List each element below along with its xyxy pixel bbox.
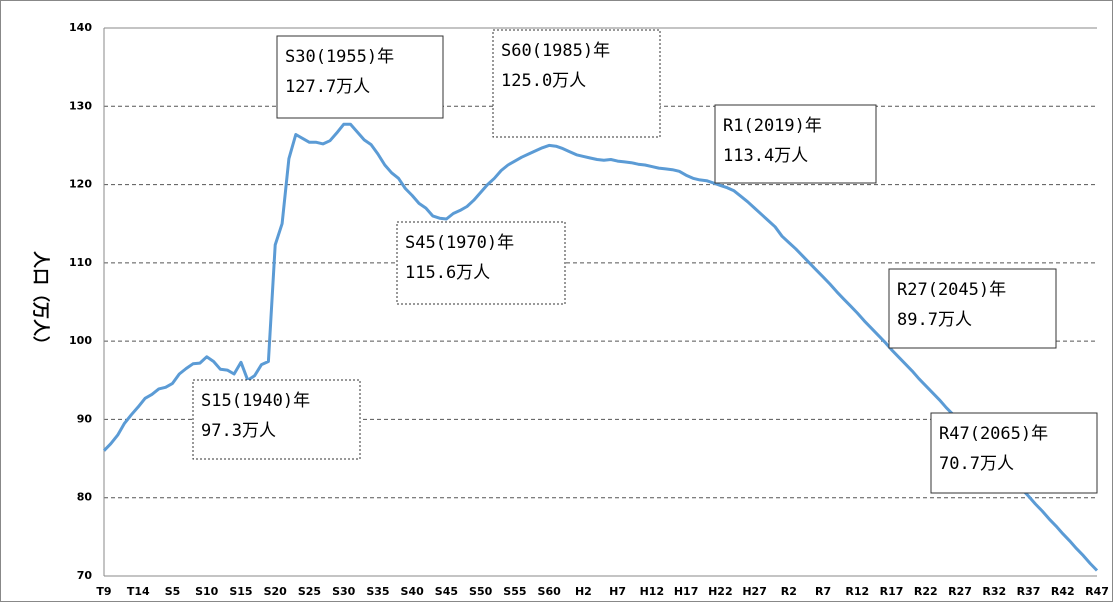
x-tick-label: R37	[1017, 585, 1041, 598]
annotation-text: 70.7万人	[939, 454, 1014, 474]
annotation-box	[276, 35, 444, 119]
annotation: S45(1970)年 115.6万人	[396, 221, 566, 305]
x-tick-label: H17	[674, 585, 699, 598]
x-tick-label: R47	[1085, 585, 1109, 598]
x-tick-label: S30	[332, 585, 356, 598]
x-tick-label: R42	[1051, 585, 1075, 598]
x-tick-label: R27	[948, 585, 972, 598]
annotation-text: 127.7万人	[285, 77, 370, 97]
y-tick-label: 120	[69, 178, 92, 191]
x-tick-label: R2	[781, 585, 797, 598]
x-tick-label: T9	[96, 585, 111, 598]
y-tick-label: 70	[77, 569, 93, 582]
annotation: S15(1940)年 97.3万人	[192, 379, 361, 460]
annotation-box	[492, 29, 661, 138]
annotation: R1(2019)年 113.4万人	[714, 104, 877, 184]
annotation-text: 115.6万人	[405, 263, 490, 283]
x-tick-label: H2	[575, 585, 592, 598]
x-tick-label: S40	[401, 585, 425, 598]
x-tick-label: H12	[640, 585, 665, 598]
x-tick-label: R12	[845, 585, 869, 598]
x-tick-label: S60	[538, 585, 562, 598]
x-tick-label: R7	[815, 585, 831, 598]
y-tick-label: 90	[77, 412, 93, 425]
y-axis-label: 人口（万人）	[30, 251, 51, 353]
x-tick-label: S55	[503, 585, 526, 598]
x-tick-label: H7	[609, 585, 626, 598]
annotation: S30(1955)年 127.7万人	[276, 35, 444, 119]
x-tick-label: S50	[469, 585, 493, 598]
x-tick-label: T14	[127, 585, 150, 598]
x-tick-label: R17	[880, 585, 904, 598]
annotation-text: 89.7万人	[897, 310, 972, 330]
x-tick-label: S10	[195, 585, 219, 598]
x-tick-label: S15	[229, 585, 252, 598]
annotation-text: S15(1940)年	[201, 391, 310, 411]
annotation-box	[714, 104, 877, 184]
y-tick-label: 130	[69, 99, 92, 112]
annotation-text: S30(1955)年	[285, 47, 394, 67]
x-tick-label: H22	[708, 585, 733, 598]
annotation: R47(2065)年 70.7万人	[930, 412, 1098, 494]
y-tick-label: 110	[69, 256, 92, 269]
annotation-text: R1(2019)年	[723, 116, 822, 136]
annotation-box	[888, 268, 1057, 349]
annotation-box	[396, 221, 566, 305]
y-tick-label: 100	[69, 334, 92, 347]
annotation-text: 113.4万人	[723, 146, 808, 166]
y-tick-label: 80	[77, 491, 93, 504]
annotation: S60(1985)年 125.0万人	[492, 29, 661, 138]
annotation-text: R27(2045)年	[897, 280, 1006, 300]
annotation-text: S60(1985)年	[501, 41, 610, 61]
x-tick-label: S45	[435, 585, 458, 598]
x-tick-label: S35	[366, 585, 389, 598]
x-tick-label: R32	[982, 585, 1006, 598]
annotation-text: R47(2065)年	[939, 424, 1048, 444]
annotation-box	[192, 379, 361, 460]
population-line	[102, 122, 1099, 572]
annotation-text: S45(1970)年	[405, 233, 514, 253]
annotation-text: 125.0万人	[501, 71, 586, 91]
x-tick-label: R22	[914, 585, 938, 598]
x-tick-label: S25	[298, 585, 321, 598]
annotation-text: 97.3万人	[201, 421, 276, 441]
annotation: R27(2045)年 89.7万人	[888, 268, 1057, 349]
annotation-box	[930, 412, 1098, 494]
y-tick-label: 140	[69, 21, 92, 34]
x-tick-label: S20	[264, 585, 288, 598]
x-tick-label: S5	[165, 585, 181, 598]
x-tick-label: H27	[742, 585, 767, 598]
